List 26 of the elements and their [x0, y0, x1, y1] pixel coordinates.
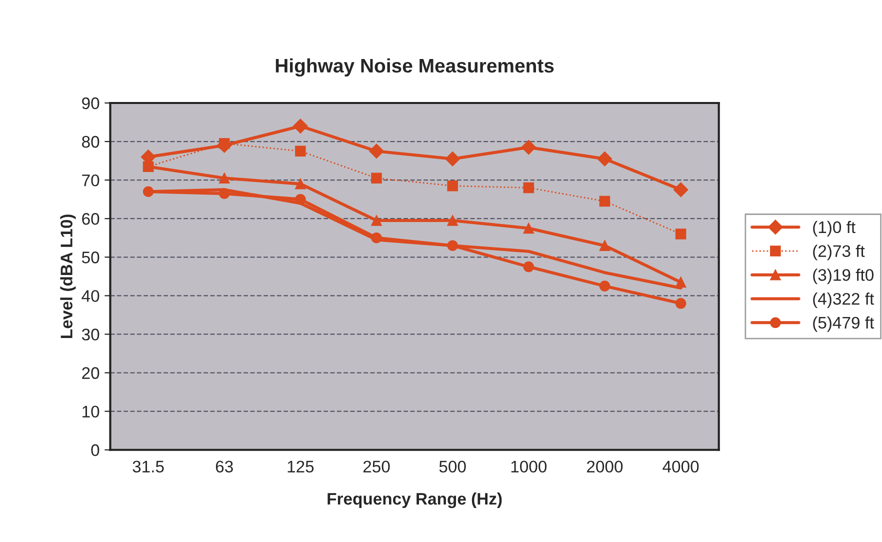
- legend-label: (5)479 ft: [813, 316, 874, 332]
- y-tick-label: 10: [82, 406, 100, 418]
- x-axis-title: Frequency Range (Hz): [328, 492, 502, 508]
- y-tick-label: 70: [82, 174, 100, 186]
- x-tick-label: 31.5: [132, 460, 164, 473]
- y-tick-label: 80: [82, 136, 100, 148]
- y-tick-label: 20: [82, 367, 100, 379]
- x-tick-label: 1000: [511, 460, 547, 473]
- y-tick-label: 50: [82, 252, 100, 264]
- y-axis-title: Level (dBA L10): [60, 214, 76, 338]
- chart-title: Highway Noise Measurements: [276, 58, 554, 77]
- x-tick-label: 125: [288, 460, 314, 473]
- x-tick-label: 250: [363, 460, 390, 473]
- x-tick-label: 500: [439, 460, 466, 473]
- y-tick-label: 60: [82, 213, 100, 225]
- y-tick-label: 40: [82, 290, 100, 302]
- x-tick-label: 4000: [662, 460, 699, 473]
- legend-label: (1)0 ft: [813, 220, 856, 236]
- legend-label: (3)19 ft0: [813, 268, 874, 284]
- legend-label: (2)73 ft: [813, 244, 865, 260]
- y-tick-label: 30: [82, 328, 100, 340]
- x-tick-label: 2000: [587, 460, 623, 473]
- y-tick-label: 90: [82, 97, 100, 110]
- y-tick-label: 0: [91, 444, 100, 456]
- x-tick-label: 63: [216, 460, 233, 473]
- legend-label: (4)322 ft: [813, 292, 874, 308]
